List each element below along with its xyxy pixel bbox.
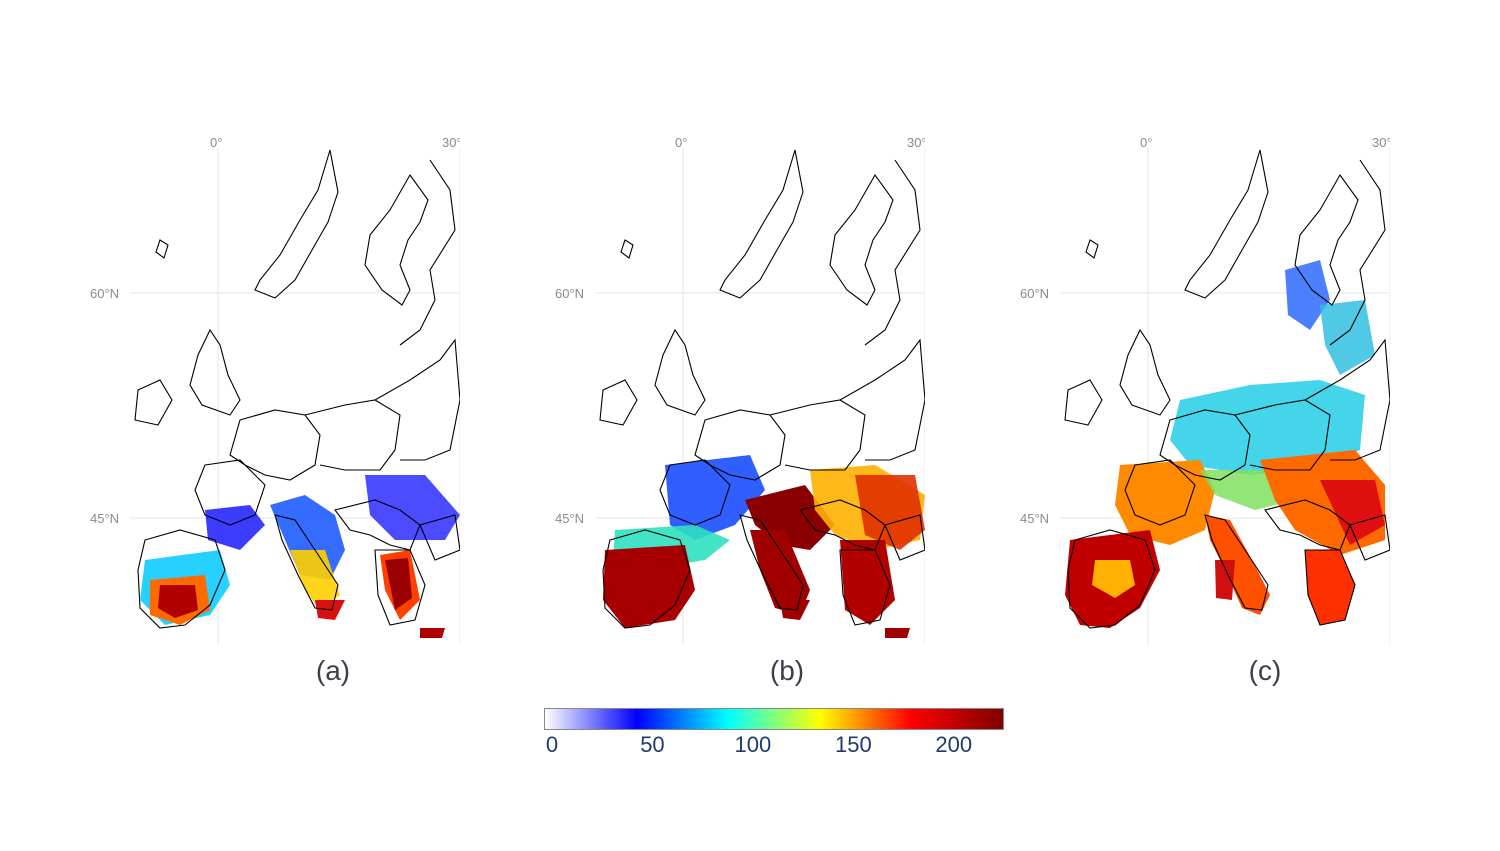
colorbar-tick-label: 50 — [640, 732, 665, 757]
country-outlines — [1064, 149, 1390, 629]
colorbar — [544, 708, 1004, 730]
lon-label-0: 0° — [675, 135, 687, 150]
colorbar-tick-label: 150 — [834, 732, 872, 757]
map-panel-a: 0° 30°E 60°N 45°N — [90, 130, 460, 650]
lat-label-60n: 60°N — [555, 286, 584, 301]
lat-label-45n: 45°N — [1020, 511, 1049, 526]
lon-label-0: 0° — [210, 135, 222, 150]
heat-layer — [1065, 260, 1385, 628]
lon-label-30e: 30°E — [442, 135, 460, 150]
map-panel-b: 0° 30°E 60°N 45°N — [555, 130, 925, 650]
country-outlines — [134, 149, 460, 629]
country-outlines — [599, 149, 925, 629]
graticule: 0° 30°E 60°N 45°N — [555, 135, 925, 645]
heat-layer — [140, 475, 460, 638]
lat-label-60n: 60°N — [90, 286, 119, 301]
map-panel-c: 0° 30°E 60°N 45°N — [1020, 130, 1390, 650]
lon-label-30e: 30°E — [1372, 135, 1390, 150]
panel-label-a: (a) — [315, 655, 351, 686]
europe-map-c: 0° 30°E 60°N 45°N — [1020, 135, 1390, 645]
europe-map-a: 0° 30°E 60°N 45°N — [90, 135, 460, 645]
lon-label-30e: 30°E — [907, 135, 925, 150]
colorbar-tick-label: 0 — [545, 732, 559, 757]
panel-label-b: (b) — [769, 655, 805, 686]
lon-label-0: 0° — [1140, 135, 1152, 150]
colorbar-tick-label: 100 — [734, 732, 772, 757]
panel-label-c: (c) — [1248, 655, 1282, 686]
lat-label-45n: 45°N — [555, 511, 584, 526]
lat-label-60n: 60°N — [1020, 286, 1049, 301]
europe-map-b: 0° 30°E 60°N 45°N — [555, 135, 925, 645]
lat-label-45n: 45°N — [90, 511, 119, 526]
colorbar-tick-label: 200 — [935, 732, 973, 757]
